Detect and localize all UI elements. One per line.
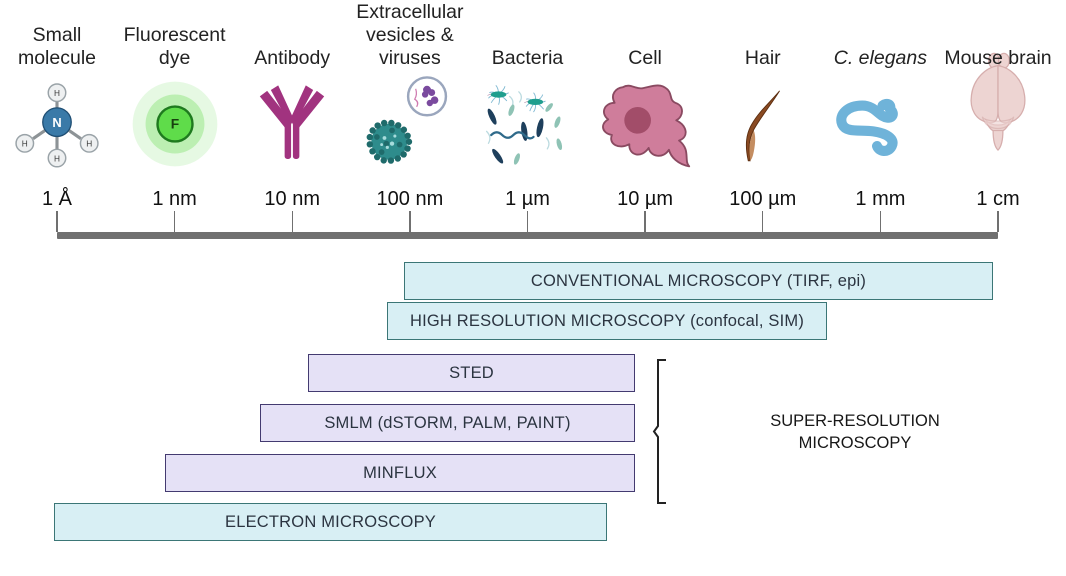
svg-text:N: N xyxy=(52,115,61,130)
svg-text:H: H xyxy=(54,154,60,163)
svg-text:H: H xyxy=(86,140,92,149)
svg-text:H: H xyxy=(54,89,60,98)
svg-text:H: H xyxy=(22,140,28,149)
svg-text:F: F xyxy=(170,117,178,132)
